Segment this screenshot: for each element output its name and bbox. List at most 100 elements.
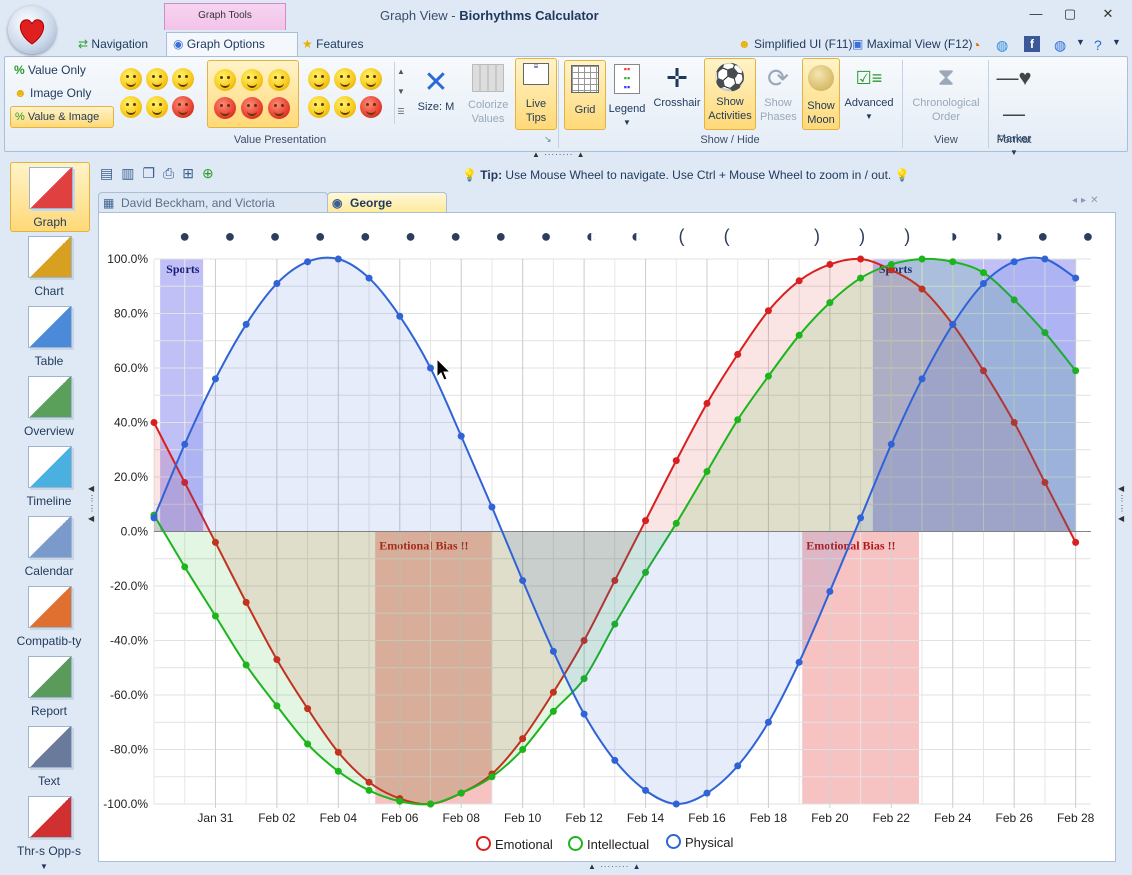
web-globe-icon[interactable]: ◍ [1054,37,1067,53]
tab-graph-options[interactable]: ◉ Graph Options [166,32,298,57]
tab-navigation[interactable]: ⇄ Navigation [72,33,154,55]
legend-item-physical[interactable]: Physical [666,834,733,850]
nav-item-calendar[interactable]: Calendar [10,512,88,580]
gallery-up-icon[interactable]: ▲ [397,67,405,76]
data-point-physical [642,786,650,794]
data-point-emotional [703,399,711,407]
value-and-image-option[interactable]: % Value & Image [10,106,114,128]
tab-prev-icon[interactable]: ◂ [1072,195,1082,206]
data-point-emotional [642,517,650,525]
gallery-scroll[interactable]: ▲ ▼ ☰ [394,62,407,124]
chronological-order-button[interactable]: ⧗ Chronological Order [906,60,986,124]
data-point-emotional [273,656,281,664]
data-point-intellectual [304,740,312,748]
face-icon [308,68,330,90]
show-moon-button[interactable]: Show Moon [802,58,840,130]
data-point-intellectual [764,372,772,380]
nav-item-overview[interactable]: Overview [10,372,88,440]
colorize-values-button[interactable]: Colorize Values [464,64,512,126]
tab-close-icon[interactable]: ✕ [1090,195,1103,206]
moon-phase-icon: ◑ [947,226,958,246]
print-preview-icon[interactable]: ▥ [121,165,143,181]
nav-item-compatib-ty[interactable]: Compatib-ty [10,582,88,650]
data-point-emotional [826,260,834,268]
tip-label: Tip: [480,168,503,182]
face-gallery-style-2[interactable] [207,60,299,128]
globe-icon[interactable]: ◍ [996,37,1009,53]
export-icon[interactable]: ⊕ [201,165,222,181]
nav-item-chart[interactable]: Chart [10,232,88,300]
advanced-dropdown-icon[interactable]: ▼ [865,112,873,121]
face-icon [146,68,168,90]
zoom-icon[interactable]: ⊞ [182,165,202,181]
maximize-button[interactable]: ▢ [1063,6,1077,21]
nav-overview-icon [28,376,72,418]
window-title: Graph View - Biorhythms Calculator [380,8,980,23]
tab-features[interactable]: ★ Features [296,33,369,55]
legend-item-intellectual[interactable]: Intellectual [568,836,649,852]
bottom-splitter-handle[interactable]: ▲ ········ ▲ [588,862,642,871]
doc-tab-david-beckham[interactable]: ▦David Beckham, and Victoria Beckham [98,192,328,230]
legend-intellectual-label: Intellectual [587,837,650,852]
copy-icon[interactable]: ❐ [142,165,164,181]
simplified-ui-button[interactable]: ☻ Simplified UI (F11) [738,37,852,51]
legend-icon: ▪▪ ▪▪ ▪▪ [614,64,640,94]
legend-dropdown-icon[interactable]: ▼ [623,118,631,127]
data-point-emotional [181,478,189,486]
advanced-button[interactable]: ☑≡ Advanced ▼ [842,60,896,124]
soccer-ball-icon: ⚽ [713,62,747,92]
nav-item-timeline[interactable]: Timeline [10,442,88,510]
legend-item-emotional[interactable]: Emotional [476,836,553,852]
maximal-view-button[interactable]: ▣ Maximal View (F12) [852,37,973,51]
crosshair-button[interactable]: ✛ Crosshair [652,60,702,110]
face-gallery-style-3[interactable] [304,62,390,124]
legend-button[interactable]: ▪▪ ▪▪ ▪▪ Legend ▼ [606,60,648,130]
show-activities-button[interactable]: ⚽ Show Activities [704,58,756,130]
size-button[interactable]: ✕ Size: M [414,66,458,114]
dialog-launcher-icon[interactable]: ↘ [544,134,552,144]
x-tick-label: Feb 06 [381,811,419,825]
nav-item-text[interactable]: Text [10,722,88,790]
help-dropdown-icon[interactable]: ▼ [1112,37,1121,47]
app-logo-heart-icon[interactable] [8,6,56,54]
facebook-icon[interactable]: f [1024,36,1040,52]
x-tick-label: Feb 14 [627,811,665,825]
minimize-button[interactable]: — [1029,6,1043,21]
grid-button[interactable]: Grid [564,60,606,130]
nav-item-graph[interactable]: Graph [10,162,90,232]
save-icon[interactable]: ▤ [100,165,122,181]
face-icon [120,96,142,118]
nav-item-report[interactable]: Report [10,652,88,720]
x-tick-label: Feb 24 [934,811,972,825]
rss-icon[interactable]: ◔ [972,37,981,53]
star-icon: ★ [302,37,313,51]
right-splitter-handle[interactable]: ◀ ⋮ ⋮ ◀ [1118,484,1126,523]
marker-button[interactable]: —♥— Marker ▼ [992,60,1036,160]
document-toolbar: ▤▥❐⎙⊞⊕ [100,165,222,182]
left-splitter-handle[interactable]: ◀ ⋮ ⋮ ◀ [88,484,96,523]
web-dropdown-icon[interactable]: ▼ [1076,37,1085,47]
doc-tab-george-clooney[interactable]: ◉George Clooney [327,192,447,230]
nav-item-thr-s-opp-s[interactable]: Thr-s Opp-s [10,792,88,860]
data-point-physical [795,658,803,666]
data-point-physical [764,718,772,726]
gallery-down-icon[interactable]: ▼ [397,87,405,96]
gallery-more-icon[interactable]: ☰ [397,107,405,116]
nav-item-table[interactable]: Table [10,302,88,370]
marker-dropdown-icon[interactable]: ▼ [1010,148,1018,157]
image-only-option[interactable]: ☻ Image Only [14,86,91,100]
data-point-intellectual [1010,296,1018,304]
live-tips-button[interactable]: ≡ Live Tips [515,58,557,130]
tab-next-icon[interactable]: ▸ [1081,195,1091,206]
help-icon[interactable]: ? [1094,37,1102,53]
close-button[interactable]: ✕ [1102,6,1114,21]
face-icon [172,96,194,118]
nav-scroll-down-icon[interactable]: ▼ [40,862,48,871]
biorhythm-graph[interactable]: Sports Sports Emotional Bias !! Emotional B… [98,212,1116,862]
show-phases-button[interactable]: ⟳ Show Phases [758,60,798,124]
ribbon-collapse-handle[interactable]: ▲ ········ ▲ [532,150,586,159]
print-icon[interactable]: ⎙ [163,165,183,181]
value-only-option[interactable]: % Value Only [14,63,86,77]
face-gallery-style-1[interactable] [116,62,202,124]
